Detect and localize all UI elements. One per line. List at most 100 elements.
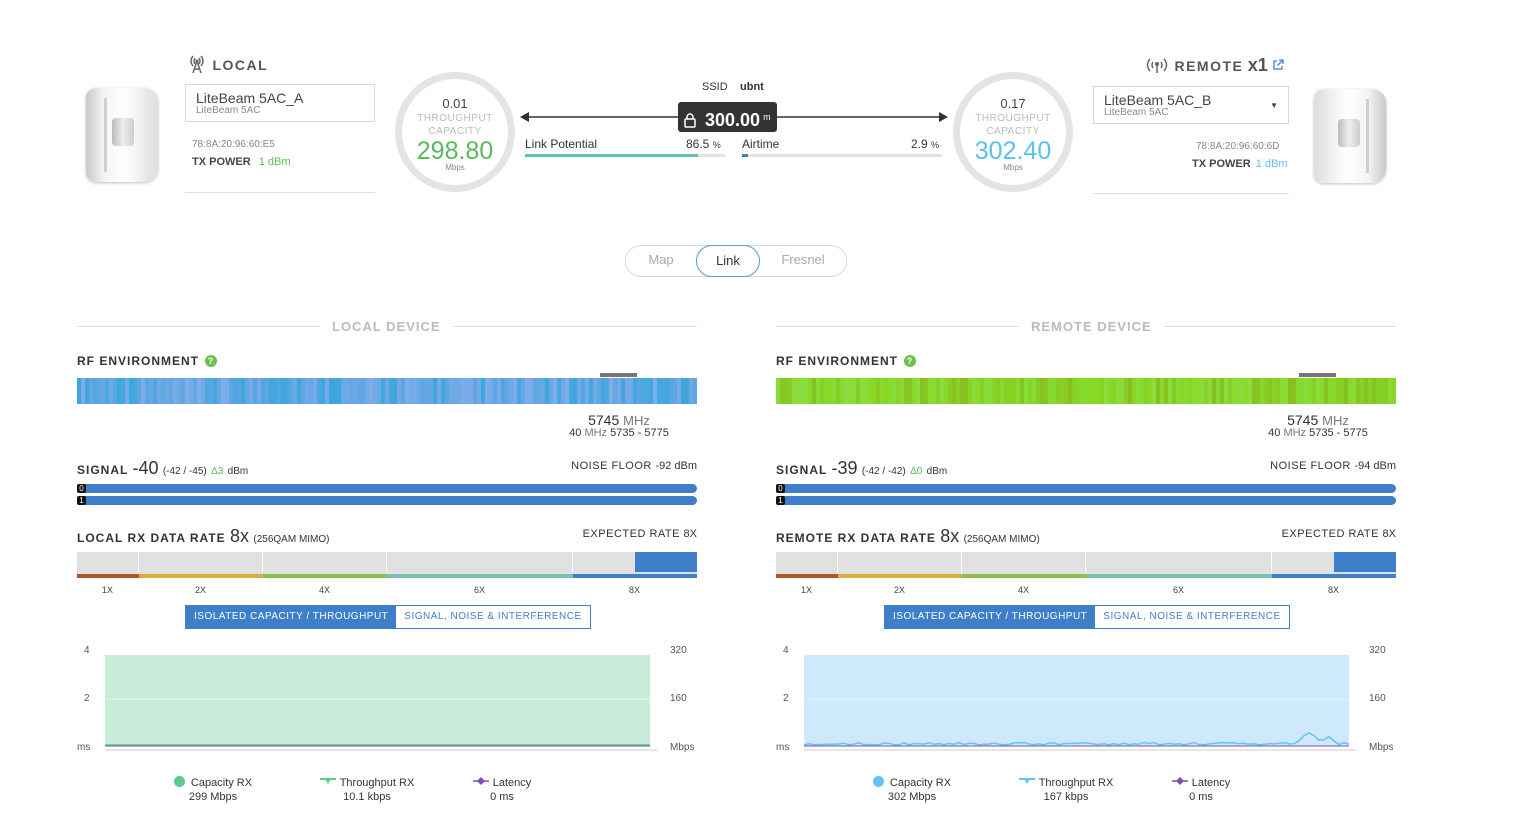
rf-spectrum-stripe <box>1268 378 1273 404</box>
rate-tick: 1X <box>102 585 114 595</box>
rf-spectrum-stripe <box>1000 378 1005 404</box>
rf-environment-label: RF ENVIRONMENT? <box>77 354 217 368</box>
rf-spectrum-stripe <box>637 378 642 404</box>
rf-spectrum-stripe <box>565 378 570 404</box>
rf-spectrum-stripe <box>513 378 518 404</box>
rf-spectrum-stripe <box>1332 378 1337 404</box>
rf-spectrum-stripe <box>1356 378 1361 404</box>
rate-tick: 4X <box>1018 585 1030 595</box>
tab-link[interactable]: Link <box>696 245 760 277</box>
rf-spectrum-stripe <box>780 378 785 404</box>
tab-fresnel[interactable]: Fresnel <box>781 252 825 267</box>
rf-spectrum-stripe <box>601 378 606 404</box>
chart-mode-toggle: ISOLATED CAPACITY / THROUGHPUT SIGNAL, N… <box>884 605 1290 629</box>
capacity-dot-icon <box>173 776 185 787</box>
current-rate-fill <box>635 552 697 572</box>
rx-rate-readout: REMOTE RX DATA RATE 8x (256QAM MIMO) <box>776 526 1040 547</box>
rf-spectrum-stripe <box>357 378 362 404</box>
rf-spectrum-stripe <box>860 378 865 404</box>
rf-spectrum-stripe <box>1112 378 1117 404</box>
isolated-capacity-button[interactable]: ISOLATED CAPACITY / THROUGHPUT <box>885 606 1096 628</box>
rf-spectrum-stripe <box>960 378 965 404</box>
rf-spectrum-stripe <box>1264 378 1269 404</box>
rf-spectrum-stripe <box>353 378 358 404</box>
rf-spectrum-stripe <box>597 378 602 404</box>
remote-device-model: LiteBeam 5AC <box>1104 107 1169 118</box>
remote-capacity-gauge: 0.17 THROUGHPUT CAPACITY 302.40 Mbps <box>953 72 1073 192</box>
rf-spectrum-stripe <box>1016 378 1021 404</box>
rf-spectrum-stripe <box>1120 378 1125 404</box>
rf-spectrum-stripe <box>445 378 450 404</box>
rf-spectrum-stripe <box>617 378 622 404</box>
rf-spectrum-stripe <box>1224 378 1229 404</box>
distance-badge[interactable]: 300.00 m <box>678 102 777 132</box>
rate-tick: 1X <box>801 585 813 595</box>
rf-spectrum-stripe <box>908 378 913 404</box>
isolated-capacity-button[interactable]: ISOLATED CAPACITY / THROUGHPUT <box>186 606 397 628</box>
rx-rate-mode: (256QAM MIMO) <box>963 534 1040 545</box>
rf-spectrum-stripe <box>980 378 985 404</box>
rf-spectrum-stripe <box>481 378 486 404</box>
help-icon[interactable]: ? <box>205 355 217 367</box>
capacity-area <box>105 655 650 746</box>
frequency-readout: 5745 MHz 40 MHz 5735 - 5775 <box>569 412 669 439</box>
rf-spectrum-stripe <box>972 378 977 404</box>
rf-spectrum-stripe <box>884 378 889 404</box>
rf-spectrum-stripe <box>121 378 126 404</box>
signal-noise-button[interactable]: SIGNAL, NOISE & INTERFERENCE <box>1095 606 1289 628</box>
rf-spectrum-stripe <box>1008 378 1013 404</box>
rf-spectrum-stripe <box>1020 378 1025 404</box>
signal-noise-button[interactable]: SIGNAL, NOISE & INTERFERENCE <box>396 606 590 628</box>
y-left-unit: ms <box>776 742 790 753</box>
local-throughput-label: THROUGHPUT <box>417 113 493 124</box>
rf-spectrum-stripe <box>1228 378 1233 404</box>
frequency-unit: MHz <box>623 413 650 428</box>
rf-spectrum-stripe <box>1276 378 1281 404</box>
rf-spectrum-stripe <box>521 378 526 404</box>
rf-spectrum-stripe <box>625 378 630 404</box>
rx-rate-readout: LOCAL RX DATA RATE 8x (256QAM MIMO) <box>77 526 330 547</box>
rf-spectrum-stripe <box>784 378 789 404</box>
rf-spectrum-stripe <box>393 378 398 404</box>
rf-spectrum-stripe <box>1244 378 1249 404</box>
rf-spectrum-stripe <box>1172 378 1177 404</box>
rf-spectrum-stripe <box>1392 378 1396 404</box>
rf-spectrum-stripe <box>237 378 242 404</box>
expected-rate-label: EXPECTED RATE <box>582 528 680 540</box>
rf-spectrum-stripe <box>856 378 861 404</box>
help-icon[interactable]: ? <box>904 355 916 367</box>
chain-1-label: 1 <box>776 496 785 505</box>
rf-spectrum-stripe <box>1184 378 1189 404</box>
legend-capacity: Capacity RX 302 Mbps <box>862 776 962 803</box>
rf-spectrum-stripe <box>501 378 506 404</box>
chart-mode-toggle: ISOLATED CAPACITY / THROUGHPUT SIGNAL, N… <box>185 605 591 629</box>
link-potential-value: 86.5 % <box>686 137 721 151</box>
rf-spectrum-stripe <box>1084 378 1089 404</box>
rf-spectrum-stripe <box>916 378 921 404</box>
ssid-label: SSID <box>702 81 728 93</box>
tab-map[interactable]: Map <box>648 252 674 267</box>
rx-rate-value: 8x <box>230 526 250 546</box>
rf-spectrum-stripe <box>1256 378 1261 404</box>
local-device-panel: LOCAL DEVICE RF ENVIRONMENT? 5745 MHz 40… <box>77 0 697 829</box>
rate-tick: 2X <box>195 585 207 595</box>
rf-spectrum-stripe <box>1076 378 1081 404</box>
remote-divider <box>1093 193 1289 194</box>
chain-1-label: 1 <box>77 496 86 505</box>
rf-spectrum-stripe <box>377 378 382 404</box>
external-link-icon[interactable] <box>1272 58 1284 76</box>
rf-environment-label: RF ENVIRONMENT? <box>776 354 916 368</box>
remote-device-select[interactable]: LiteBeam 5AC_B LiteBeam 5AC ▼ <box>1093 86 1289 124</box>
airtime-label: Airtime <box>742 137 780 151</box>
rf-spectrum-stripe <box>1220 378 1225 404</box>
rf-spectrum-stripe <box>1072 378 1077 404</box>
remote-mac: 78:8A:20:96:60:6D <box>1196 141 1280 152</box>
rf-spectrum-stripe <box>876 378 881 404</box>
rf-spectrum-stripe <box>1040 378 1045 404</box>
rf-spectrum-stripe <box>493 378 498 404</box>
rf-spectrum-stripe <box>1284 378 1289 404</box>
rf-spectrum-stripe <box>1168 378 1173 404</box>
noise-value: -94 dBm <box>1354 460 1396 472</box>
rf-spectrum-stripe <box>389 378 394 404</box>
rf-spectrum-stripe <box>940 378 945 404</box>
